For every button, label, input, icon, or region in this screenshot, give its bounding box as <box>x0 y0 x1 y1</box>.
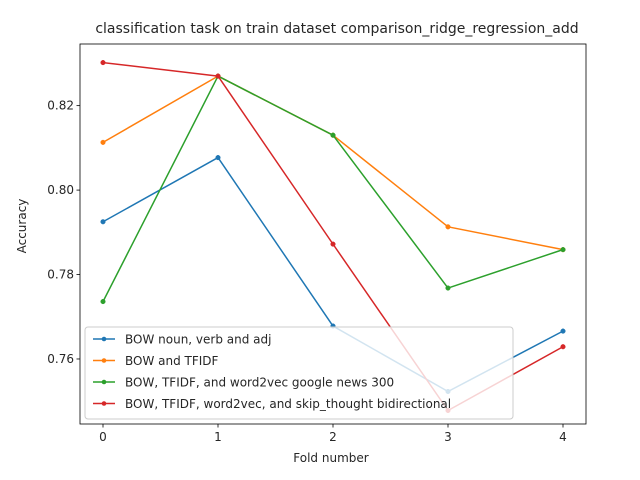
x-tick-label: 4 <box>559 430 567 444</box>
legend-entry: BOW, TFIDF, and word2vec google news 300 <box>125 376 394 390</box>
legend-entry: BOW noun, verb and adj <box>125 333 271 347</box>
data-point-2-4 <box>560 247 566 253</box>
y-axis-label: Accuracy <box>15 199 29 254</box>
y-tick-label: 0.76 <box>47 352 74 366</box>
plot-area: 0 1 2 3 4 0.76 0.78 0.80 0.82 BOW noun, verb and … <box>47 43 587 444</box>
legend-entry: BOW, TFIDF, word2vec, and skip_thought b… <box>125 397 451 411</box>
data-point-0-1 <box>215 155 221 161</box>
x-tick-label: 0 <box>99 430 107 444</box>
data-point-3-0 <box>100 60 106 66</box>
data-point-0-0 <box>100 219 106 225</box>
y-tick-label: 0.80 <box>47 183 74 197</box>
data-point-2-0 <box>100 299 106 305</box>
legend-entry: BOW and TFIDF <box>125 354 219 368</box>
legend-box <box>84 326 514 420</box>
x-tick-label: 1 <box>214 430 222 444</box>
legend-swatch-marker <box>101 336 107 342</box>
data-point-1-3 <box>445 224 451 230</box>
chart-title: classification task on train dataset com… <box>95 21 578 37</box>
data-point-1-0 <box>100 139 106 145</box>
y-tick-label: 0.82 <box>47 99 74 113</box>
legend-swatch-marker <box>101 401 107 406</box>
data-point-3-2 <box>330 241 336 247</box>
data-point-0-4 <box>560 328 566 334</box>
legend-swatch-marker <box>101 358 107 363</box>
legend-swatch-marker <box>101 379 107 385</box>
data-point-2-3 <box>445 285 451 291</box>
y-tick-label: 0.78 <box>47 268 74 282</box>
data-point-3-1 <box>215 73 221 79</box>
x-tick-label: 2 <box>329 430 337 444</box>
x-axis-label: Fold number <box>293 451 368 465</box>
axes-frame <box>79 43 587 425</box>
data-point-2-2 <box>330 132 336 138</box>
x-tick-label: 3 <box>444 430 452 444</box>
data-point-3-4 <box>560 344 566 350</box>
